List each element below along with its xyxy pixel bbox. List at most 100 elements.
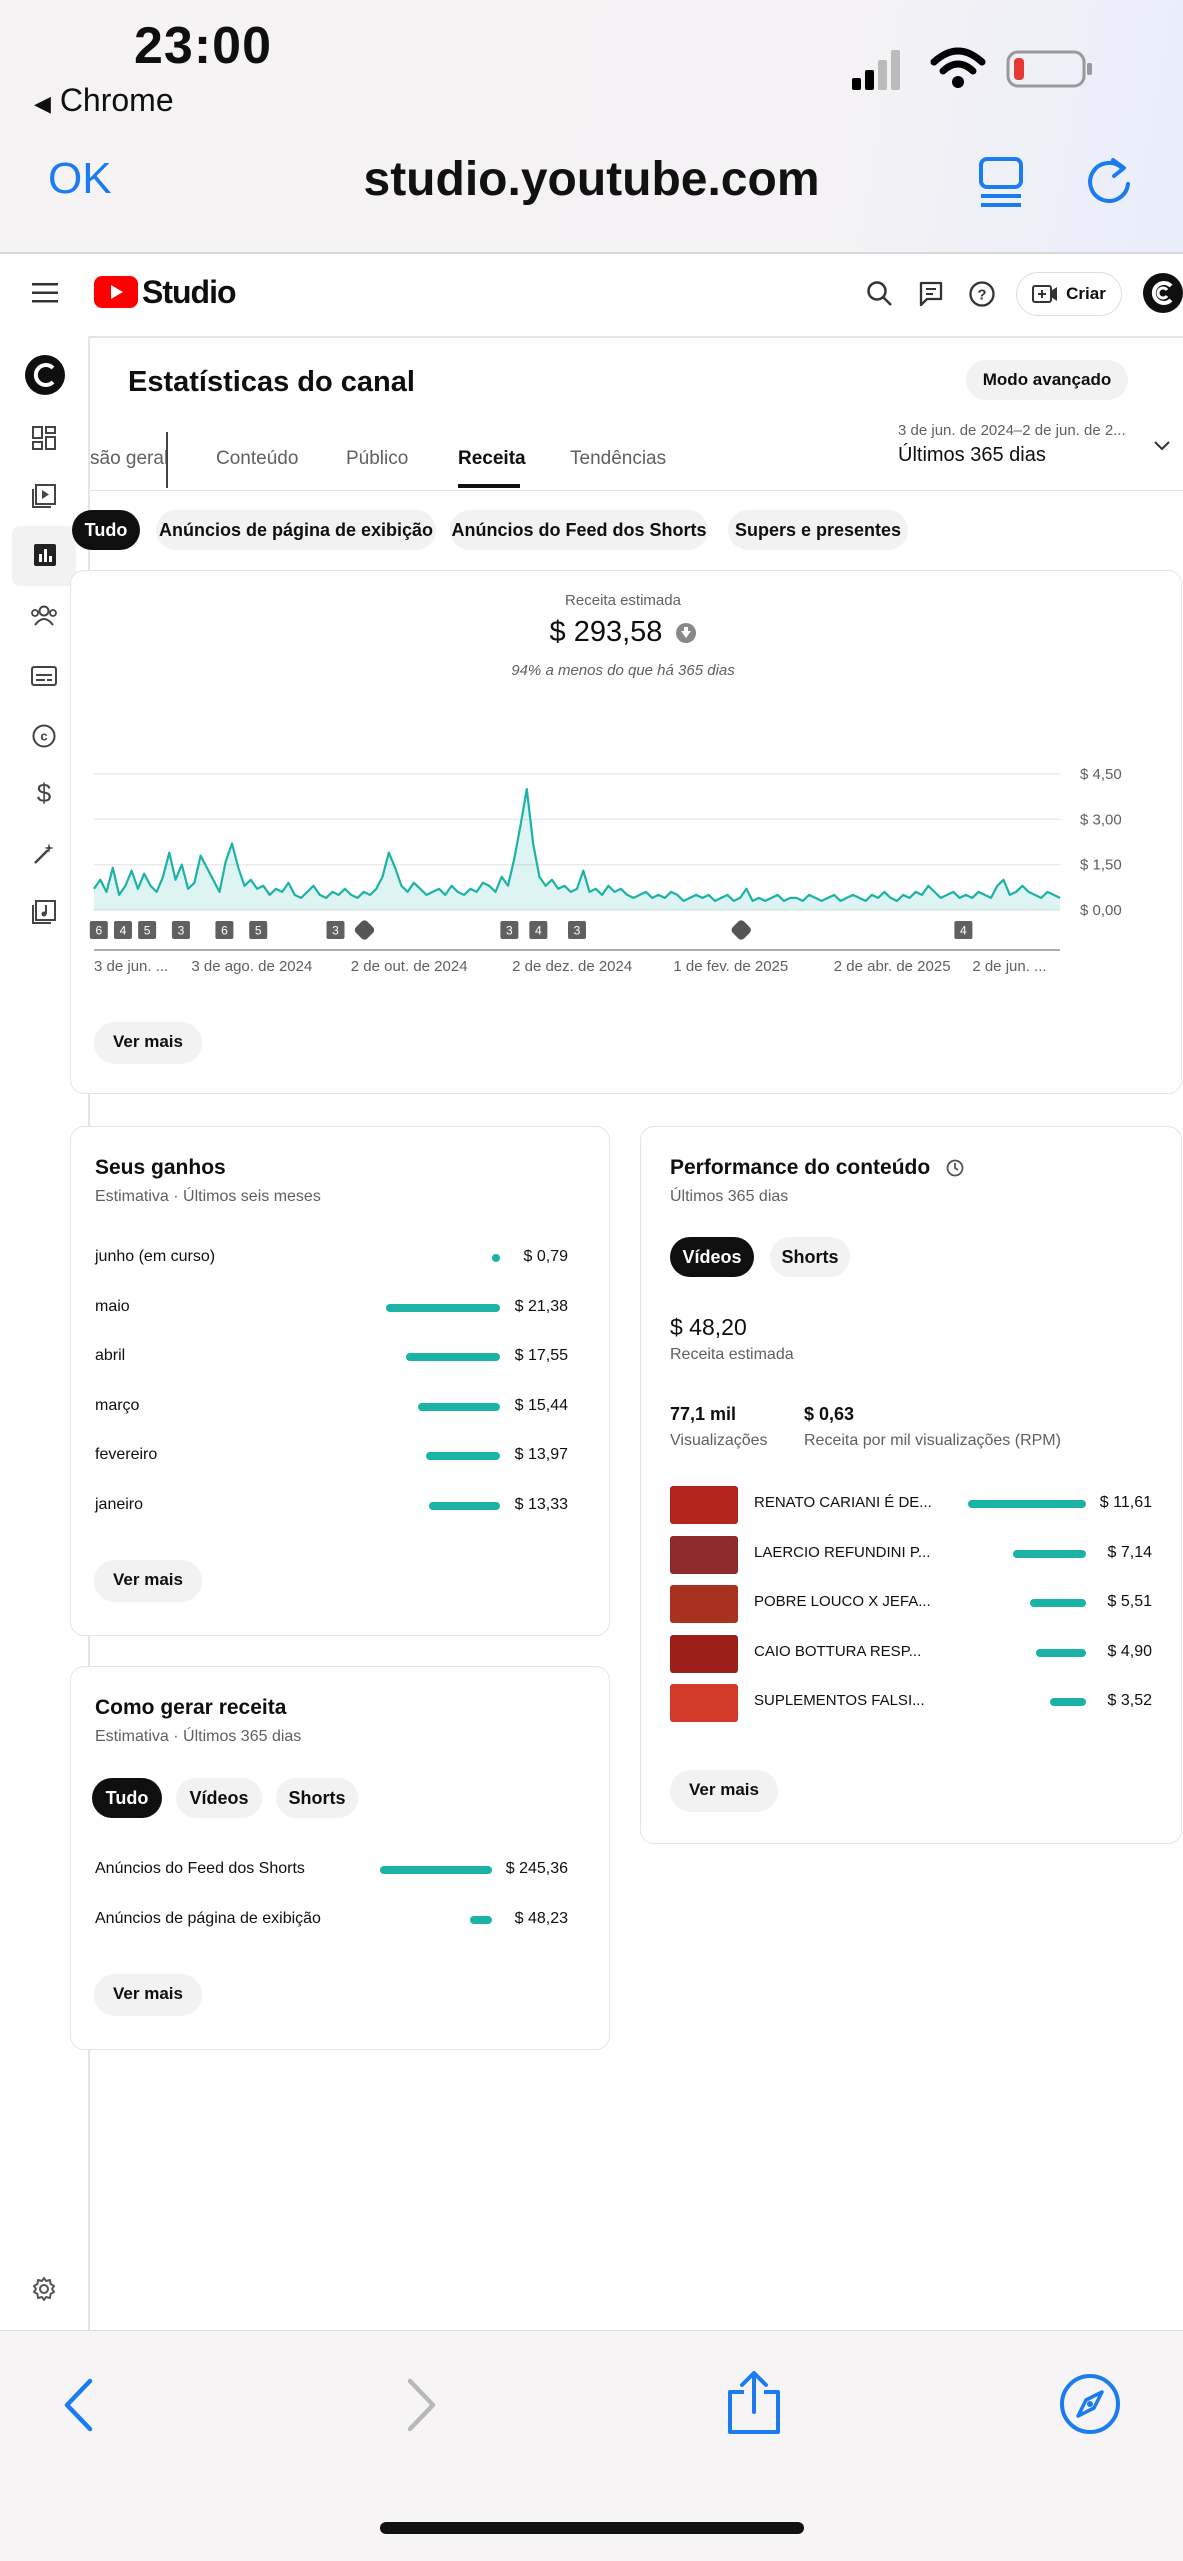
video-title[interactable]: SUPLEMENTOS FALSI... bbox=[754, 1692, 934, 1709]
chevron-down-icon[interactable] bbox=[1153, 440, 1171, 452]
tab-overview[interactable]: são geral bbox=[90, 448, 168, 470]
help-icon[interactable]: ? bbox=[968, 280, 996, 308]
see-more-how-to-button[interactable]: Ver mais bbox=[94, 1974, 202, 2016]
views-label: Visualizações bbox=[670, 1432, 768, 1450]
advanced-mode-button[interactable]: Modo avançado bbox=[966, 360, 1128, 400]
performance-title-text: Performance do conteúdo bbox=[670, 1156, 930, 1179]
upload-count-label: 3 bbox=[574, 924, 581, 938]
video-thumbnail[interactable] bbox=[670, 1536, 738, 1574]
how-to-row-bar bbox=[380, 1866, 492, 1874]
video-revenue-bar bbox=[1036, 1649, 1086, 1657]
tab-trends[interactable]: Tendências bbox=[570, 448, 666, 470]
svg-text:?: ? bbox=[977, 287, 986, 304]
y-tick-label: $ 4,50 bbox=[1080, 766, 1122, 783]
performance-title: Performance do conteúdo bbox=[670, 1156, 964, 1180]
home-indicator bbox=[380, 2522, 804, 2534]
upload-count-label: 5 bbox=[144, 924, 151, 938]
compass-icon[interactable] bbox=[1058, 2372, 1122, 2436]
date-range-label[interactable]: Últimos 365 dias bbox=[898, 444, 1046, 467]
tab-content[interactable]: Conteúdo bbox=[216, 448, 298, 470]
tab-scroll-divider bbox=[166, 432, 168, 488]
x-tick-label: 2 de jun. ... bbox=[972, 958, 1046, 975]
tab-revenue[interactable]: Receita bbox=[458, 448, 526, 470]
video-title[interactable]: RENATO CARIANI É DE... bbox=[754, 1494, 934, 1511]
chip-videos[interactable]: Vídeos bbox=[670, 1237, 754, 1277]
performance-revenue-value: $ 48,20 bbox=[670, 1314, 747, 1341]
customization-wand-icon[interactable] bbox=[32, 842, 56, 866]
feedback-icon[interactable] bbox=[918, 280, 944, 308]
copyright-icon[interactable]: c bbox=[32, 724, 56, 748]
analytics-icon bbox=[34, 544, 56, 566]
video-title[interactable]: CAIO BOTTURA RESP... bbox=[754, 1643, 934, 1660]
back-triangle-icon: ◀ bbox=[34, 91, 51, 116]
chip-all[interactable]: Tudo bbox=[92, 1778, 162, 1818]
earnings-row-label: junho (em curso) bbox=[95, 1248, 215, 1266]
how-to-row-label: Anúncios de página de exibição bbox=[95, 1910, 321, 1928]
see-more-earnings-button[interactable]: Ver mais bbox=[94, 1560, 202, 1602]
chip-videos[interactable]: Vídeos bbox=[176, 1778, 262, 1818]
menu-icon[interactable] bbox=[32, 283, 58, 303]
tab-audience[interactable]: Público bbox=[346, 448, 408, 470]
clock-icon bbox=[946, 1159, 964, 1177]
video-thumbnail[interactable] bbox=[670, 1684, 738, 1722]
y-tick-label: $ 3,00 bbox=[1080, 811, 1122, 828]
shorts-marker-icon bbox=[353, 919, 376, 942]
status-time: 23:00 bbox=[134, 16, 272, 76]
back-app-label: Chrome bbox=[60, 82, 174, 118]
audio-library-icon[interactable] bbox=[32, 900, 56, 924]
share-icon[interactable] bbox=[724, 2370, 784, 2436]
earnings-row-value: $ 0,79 bbox=[508, 1248, 568, 1266]
reader-view-icon[interactable] bbox=[978, 156, 1024, 208]
svg-text:c: c bbox=[40, 729, 47, 744]
x-tick-label: 2 de abr. de 2025 bbox=[834, 958, 951, 975]
chip-all[interactable]: Tudo bbox=[72, 510, 140, 550]
upload-count-label: 3 bbox=[332, 924, 339, 938]
divider bbox=[88, 490, 1183, 491]
chip-shorts[interactable]: Shorts bbox=[276, 1778, 358, 1818]
video-revenue-value: $ 11,61 bbox=[1092, 1494, 1152, 1512]
chip-shorts[interactable]: Shorts bbox=[770, 1237, 850, 1277]
earnings-row-bar bbox=[426, 1452, 500, 1460]
down-arrow-icon bbox=[676, 623, 696, 643]
video-thumbnail[interactable] bbox=[670, 1635, 738, 1673]
settings-gear-icon[interactable] bbox=[31, 2276, 57, 2302]
create-video-icon bbox=[1032, 284, 1058, 304]
video-title[interactable]: POBRE LOUCO X JEFA... bbox=[754, 1593, 934, 1610]
forward-arrow-icon[interactable] bbox=[406, 2378, 438, 2432]
upload-count-label: 6 bbox=[95, 924, 102, 938]
svg-text:$: $ bbox=[37, 780, 52, 808]
x-tick-label: 2 de out. de 2024 bbox=[351, 958, 468, 975]
video-thumbnail[interactable] bbox=[670, 1486, 738, 1524]
chip-supers-gifts[interactable]: Supers e presentes bbox=[728, 510, 908, 550]
video-revenue-value: $ 7,14 bbox=[1092, 1544, 1152, 1562]
see-more-chart-button[interactable]: Ver mais bbox=[94, 1022, 202, 1064]
dashboard-icon[interactable] bbox=[32, 426, 56, 450]
account-avatar-icon[interactable] bbox=[1143, 273, 1183, 313]
video-revenue-value: $ 3,52 bbox=[1092, 1692, 1152, 1710]
content-icon[interactable] bbox=[32, 484, 56, 508]
earnings-row-label: maio bbox=[95, 1298, 130, 1316]
video-revenue-value: $ 5,51 bbox=[1092, 1593, 1152, 1611]
search-icon[interactable] bbox=[866, 280, 892, 308]
chip-shorts-feed-ads[interactable]: Anúncios do Feed dos Shorts bbox=[450, 510, 708, 550]
earnings-subtitle: Estimativa · Últimos seis meses bbox=[95, 1188, 321, 1206]
video-title[interactable]: LAERCIO REFUNDINI P... bbox=[754, 1544, 934, 1561]
back-arrow-icon[interactable] bbox=[62, 2378, 94, 2432]
create-button[interactable]: Criar bbox=[1016, 272, 1122, 316]
reload-icon[interactable] bbox=[1086, 154, 1134, 208]
back-to-app-link[interactable]: ◀ Chrome bbox=[34, 82, 174, 119]
y-tick-label: $ 0,00 bbox=[1080, 902, 1122, 919]
chip-watch-page-ads[interactable]: Anúncios de página de exibição bbox=[156, 510, 436, 550]
earn-dollar-icon[interactable]: $ bbox=[34, 780, 54, 808]
battery-low-icon bbox=[1006, 50, 1096, 90]
youtube-logo-icon[interactable] bbox=[94, 276, 138, 308]
video-thumbnail[interactable] bbox=[670, 1585, 738, 1623]
video-revenue-bar bbox=[1030, 1599, 1086, 1607]
upload-count-label: 4 bbox=[960, 924, 967, 938]
how-to-row-bar bbox=[470, 1916, 492, 1924]
see-more-performance-button[interactable]: Ver mais bbox=[670, 1770, 778, 1812]
channel-avatar-icon[interactable] bbox=[25, 355, 65, 395]
date-range-dates[interactable]: 3 de jun. de 2024–2 de jun. de 2... bbox=[898, 422, 1158, 439]
